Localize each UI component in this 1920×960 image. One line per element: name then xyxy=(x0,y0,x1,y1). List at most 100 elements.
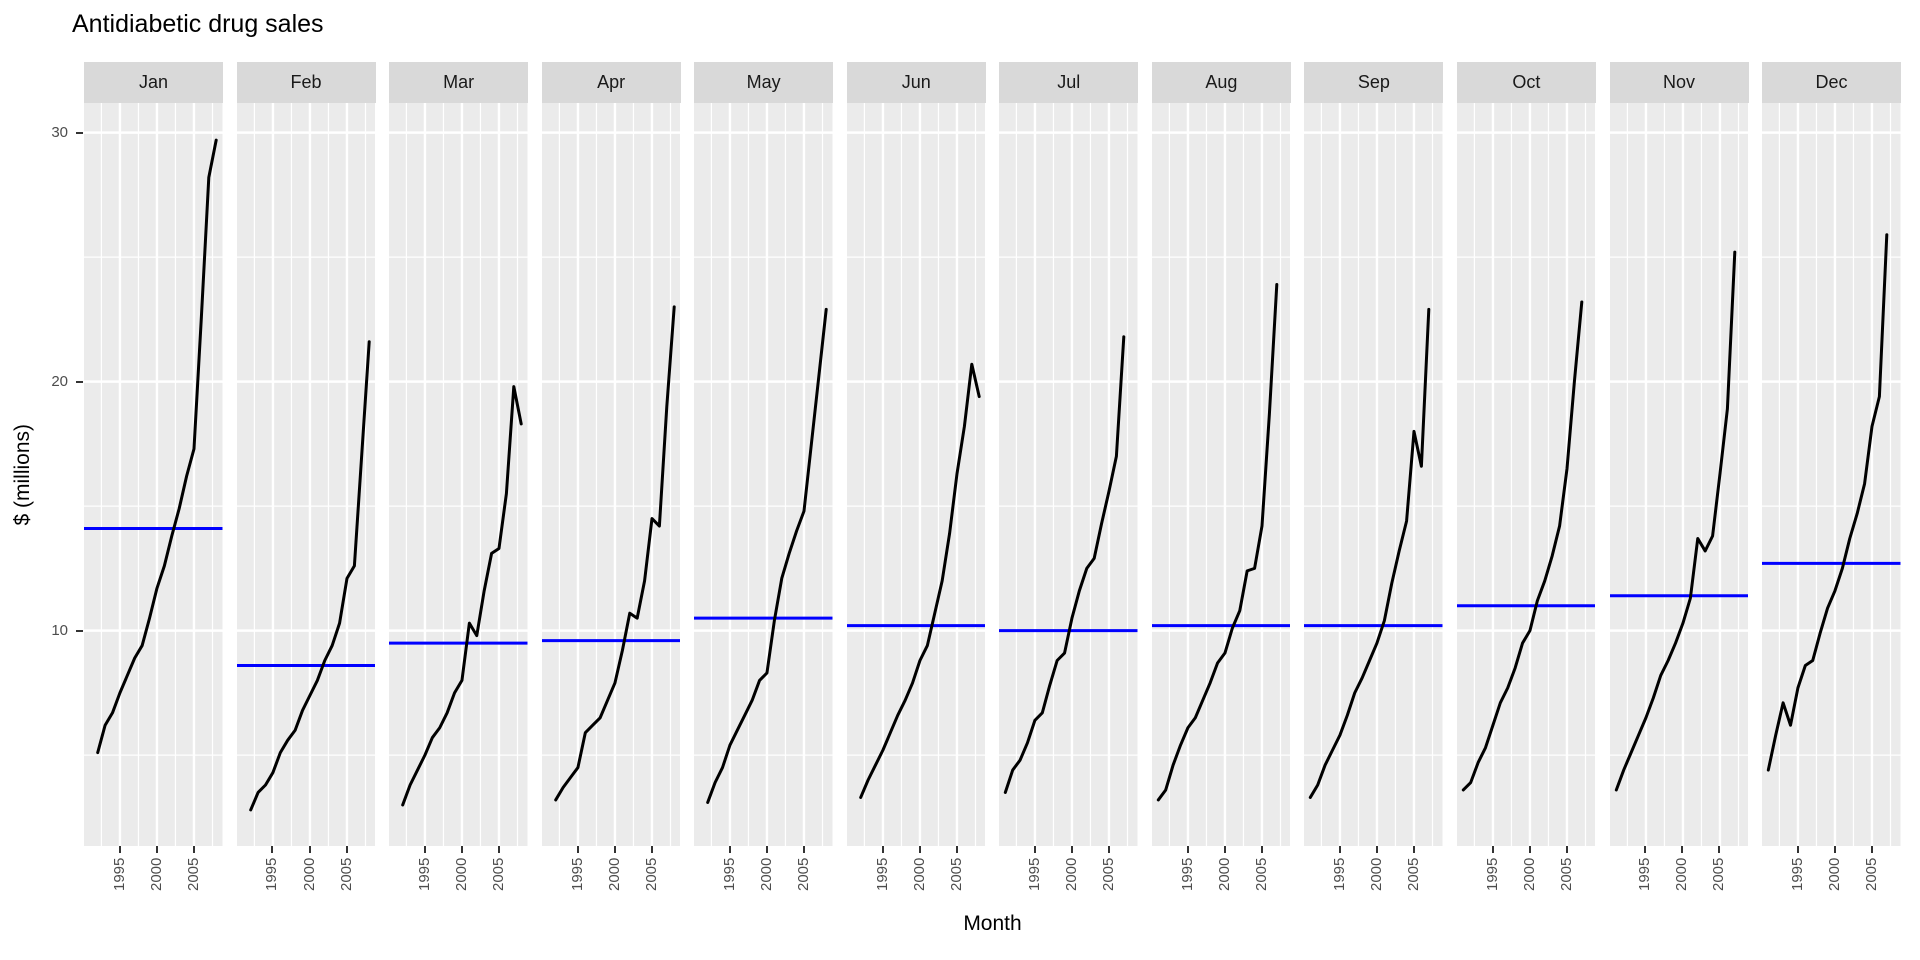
facet-panel xyxy=(541,103,681,846)
x-axis-tick-mark xyxy=(1071,846,1074,853)
facet-strip: Oct xyxy=(1456,62,1596,103)
x-axis-tick-label: 2000 xyxy=(1520,857,1538,891)
facet-strip-label: Sep xyxy=(1357,72,1390,92)
x-axis-tick-label: 2005 xyxy=(947,857,965,891)
x-axis-tick-label: 1995 xyxy=(721,857,739,891)
x-axis-tick-label: 2000 xyxy=(910,857,928,891)
facet-strip: Dec xyxy=(1762,62,1902,103)
x-axis-tick-mark xyxy=(1376,846,1379,853)
x-axis-tick-label: 2000 xyxy=(453,857,471,891)
x-axis-tick-mark xyxy=(1108,846,1111,853)
x-axis-tick-label: 2000 xyxy=(1063,857,1081,891)
facet-panel xyxy=(694,103,833,846)
panel-background xyxy=(999,103,1138,846)
x-axis-tick-label: 2005 xyxy=(642,857,660,891)
x-axis-tick-mark xyxy=(308,846,311,853)
facet-strip: Feb xyxy=(236,62,376,103)
x-axis-tick-label: 1995 xyxy=(263,857,281,891)
panel-background xyxy=(84,103,223,846)
series-line xyxy=(553,305,676,802)
facet-strip: Apr xyxy=(541,62,681,103)
facet-strip: May xyxy=(694,62,834,103)
series-line xyxy=(1004,335,1126,794)
x-axis-tick-label: 1995 xyxy=(1331,857,1349,891)
x-axis-tick-mark xyxy=(1796,846,1799,853)
panel-background xyxy=(236,103,376,846)
facet-strip-label: Dec xyxy=(1815,72,1848,92)
x-axis-tick-label: 1995 xyxy=(110,857,128,891)
x-axis-tick-label: 2005 xyxy=(1710,857,1728,891)
x-axis-tick-mark xyxy=(1834,846,1836,853)
series-line xyxy=(858,362,981,799)
panel-background xyxy=(1456,103,1596,846)
y-axis-tick-mark xyxy=(76,131,83,134)
facet-strip: Jun xyxy=(846,62,986,103)
x-axis-tick-label: 2005 xyxy=(490,857,508,891)
series-line xyxy=(248,340,371,812)
series-line xyxy=(1309,307,1431,799)
x-axis-tick-mark xyxy=(1565,846,1568,853)
page-title: Antidiabetic drug sales xyxy=(72,10,324,38)
x-axis-tick-mark xyxy=(729,846,732,853)
x-axis-tick-label: 1995 xyxy=(568,857,586,891)
x-axis-tick-mark xyxy=(424,846,426,853)
panel-background xyxy=(389,103,528,846)
x-axis-tick-mark xyxy=(1644,846,1647,853)
series-line xyxy=(1614,250,1736,792)
x-axis-tick-label: 2000 xyxy=(147,857,165,891)
x-axis-tick-label: 2005 xyxy=(1252,857,1270,891)
facet-strip: Sep xyxy=(1304,62,1444,103)
facet-panel xyxy=(1762,103,1901,846)
x-axis-tick-mark xyxy=(1871,846,1874,853)
x-axis-tick-label: 1995 xyxy=(1788,857,1806,891)
panel-background xyxy=(846,103,986,846)
facet-panel xyxy=(1456,103,1596,846)
x-axis-tick-mark xyxy=(1260,846,1263,853)
facet-strip-label: Nov xyxy=(1662,72,1695,92)
panel-background xyxy=(541,103,681,846)
facet-strip-label: Feb xyxy=(290,72,322,92)
x-axis-tick-mark xyxy=(461,846,464,853)
facet-strip: Mar xyxy=(389,62,529,103)
x-axis-tick-mark xyxy=(1413,846,1416,853)
facet-panel xyxy=(84,103,223,846)
x-axis-tick-label: 2005 xyxy=(1100,857,1118,891)
facet-strip-label: Mar xyxy=(443,72,475,92)
y-axis-tick-label: 30 xyxy=(51,123,68,141)
x-axis-tick-label: 2005 xyxy=(1405,857,1423,891)
series-line xyxy=(1461,300,1584,792)
x-axis-tick-mark xyxy=(613,846,616,853)
x-axis-tick-label: 2000 xyxy=(1826,857,1843,891)
x-axis-tick-mark xyxy=(1681,846,1684,853)
x-axis-tick-mark xyxy=(650,846,653,853)
facet-strip-label: Apr xyxy=(597,72,626,92)
x-axis-tick-label: 2005 xyxy=(795,857,813,891)
series-line xyxy=(96,138,218,755)
y-axis-title-text: $ (millions) xyxy=(11,423,34,526)
x-axis-tick-mark xyxy=(955,846,958,853)
y-axis-tick-mark xyxy=(76,380,83,383)
panel-background xyxy=(1762,103,1901,846)
x-axis-tick-label: 2005 xyxy=(337,857,355,891)
x-axis-tick-mark xyxy=(192,846,195,853)
x-axis-tick-mark xyxy=(345,846,348,853)
x-axis-tick-label: 1995 xyxy=(1483,857,1501,891)
x-axis-tick-mark xyxy=(1718,846,1721,853)
facet-panel xyxy=(1304,103,1443,846)
panel-background xyxy=(1609,103,1748,846)
x-axis-title: Month xyxy=(963,912,1022,935)
x-axis-tick-label: 2005 xyxy=(1863,857,1881,891)
x-axis-tick-mark xyxy=(1034,846,1037,853)
facet-strip: Aug xyxy=(1151,62,1291,103)
x-axis-tick-label: 2005 xyxy=(184,857,202,891)
panel-background xyxy=(694,103,833,846)
x-axis-tick-label: 1995 xyxy=(416,857,433,891)
panel-background xyxy=(1304,103,1443,846)
x-axis-tick-label: 2000 xyxy=(1673,857,1691,891)
y-axis-tick-label: 10 xyxy=(51,621,68,639)
x-axis-tick-label: 1995 xyxy=(873,857,891,891)
x-axis-tick-label: 2000 xyxy=(300,857,318,891)
facet-panel xyxy=(846,103,986,846)
panel-background xyxy=(1151,103,1291,846)
x-axis-tick-mark xyxy=(155,846,158,853)
